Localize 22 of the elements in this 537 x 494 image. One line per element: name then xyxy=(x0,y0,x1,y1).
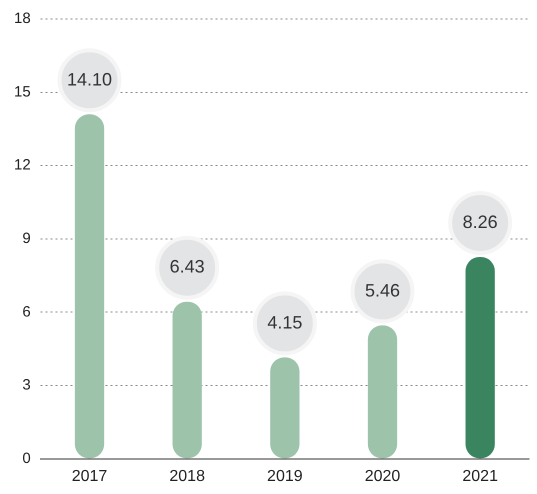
data-label: 4.15 xyxy=(267,312,302,332)
y-tick-label: 6 xyxy=(22,303,31,320)
y-tick-label: 3 xyxy=(22,376,31,394)
x-tick-label: 2018 xyxy=(169,468,206,485)
bar xyxy=(74,114,104,458)
bar xyxy=(466,256,495,458)
x-tick-label: 2017 xyxy=(72,468,108,485)
bar xyxy=(270,357,300,458)
data-label: 6.43 xyxy=(170,256,205,277)
bar xyxy=(172,302,202,458)
bar xyxy=(368,325,398,458)
y-tick-label: 15 xyxy=(14,83,31,100)
y-tick-label: 18 xyxy=(14,10,31,28)
y-tick-label: 12 xyxy=(14,156,31,174)
y-tick-label: 0 xyxy=(22,450,31,467)
x-tick-label: 2019 xyxy=(267,468,303,485)
data-label: 14.10 xyxy=(66,69,112,90)
data-label: 5.46 xyxy=(364,280,400,300)
x-tick-label: 2021 xyxy=(462,468,498,485)
y-tick-label: 9 xyxy=(22,230,31,248)
data-label: 8.26 xyxy=(462,212,498,232)
x-tick-label: 2020 xyxy=(364,468,400,485)
